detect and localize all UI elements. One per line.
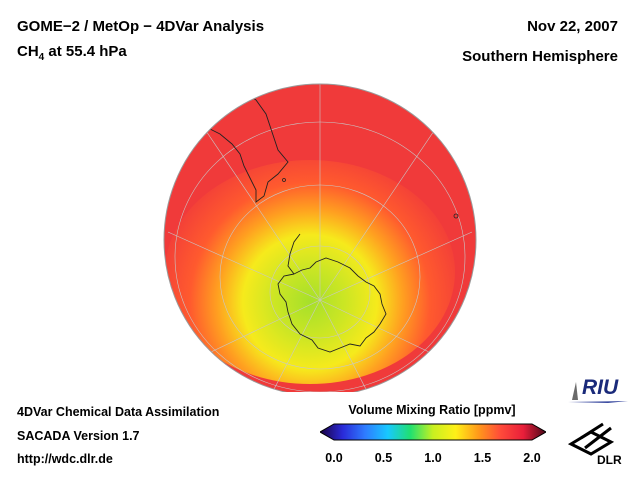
map-region: Southern Hemisphere xyxy=(462,48,618,65)
antarctica-outline xyxy=(277,257,387,353)
svg-text:RIU: RIU xyxy=(582,376,619,399)
island-outline xyxy=(282,178,286,182)
colorbar xyxy=(320,423,546,441)
colorbar-title: Volume Mixing Ratio [ppmv] xyxy=(348,403,516,417)
map-title: GOME−2 / MetOp − 4DVar Analysis xyxy=(17,18,265,35)
ch4-field xyxy=(165,160,455,384)
footer-url[interactable]: http://wdc.dlr.de xyxy=(17,452,113,466)
riu-logo: RIU xyxy=(568,376,628,403)
map-date: Nov 22, 2007 xyxy=(527,18,618,35)
species-subscript: 4 xyxy=(38,52,45,63)
island-outline xyxy=(453,213,459,219)
colorbar-bar xyxy=(320,423,546,441)
colorbar-tick-label: 1.0 xyxy=(424,451,442,465)
footer-version: SACADA Version 1.7 xyxy=(17,429,140,443)
dlr-logo: DLR xyxy=(567,422,622,466)
species-label: CH xyxy=(17,43,39,60)
antarctic-peninsula-outline xyxy=(287,233,301,275)
map-subtitle: CH4 at 55.4 hPa xyxy=(17,43,127,63)
pressure-level: at 55.4 hPa xyxy=(44,43,127,60)
globe-map xyxy=(160,62,480,397)
footer-system: 4DVar Chemical Data Assimilation xyxy=(17,405,220,419)
colorbar-tick-label: 0.5 xyxy=(374,451,393,465)
colorbar-tick-label: 0.0 xyxy=(325,451,343,465)
svg-text:DLR: DLR xyxy=(597,453,622,466)
colorbar-tick-label: 2.0 xyxy=(523,451,541,465)
colorbar-tick-label: 1.5 xyxy=(473,451,492,465)
